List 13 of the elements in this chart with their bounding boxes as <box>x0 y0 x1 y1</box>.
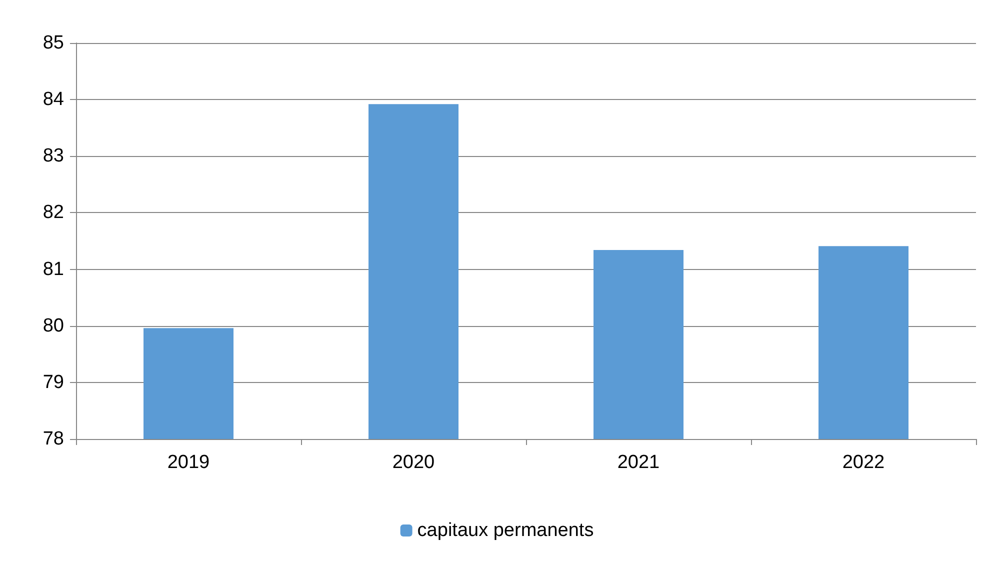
y-tick-label: 80 <box>42 315 64 336</box>
x-tick-label: 2022 <box>842 452 885 473</box>
y-tick-label: 85 <box>42 32 64 54</box>
x-tick-label: 2020 <box>392 452 435 473</box>
y-tick-label: 79 <box>42 372 64 393</box>
x-tick-label: 2021 <box>617 452 660 473</box>
y-tick-label: 78 <box>42 428 64 450</box>
y-tick-label: 83 <box>42 146 64 167</box>
y-tick-label: 82 <box>42 202 64 224</box>
legend-label: capitaux permanents <box>417 520 594 541</box>
x-tick-label: 2019 <box>167 452 210 473</box>
y-tick-label: 84 <box>42 89 64 110</box>
y-tick-label: 81 <box>42 258 64 280</box>
